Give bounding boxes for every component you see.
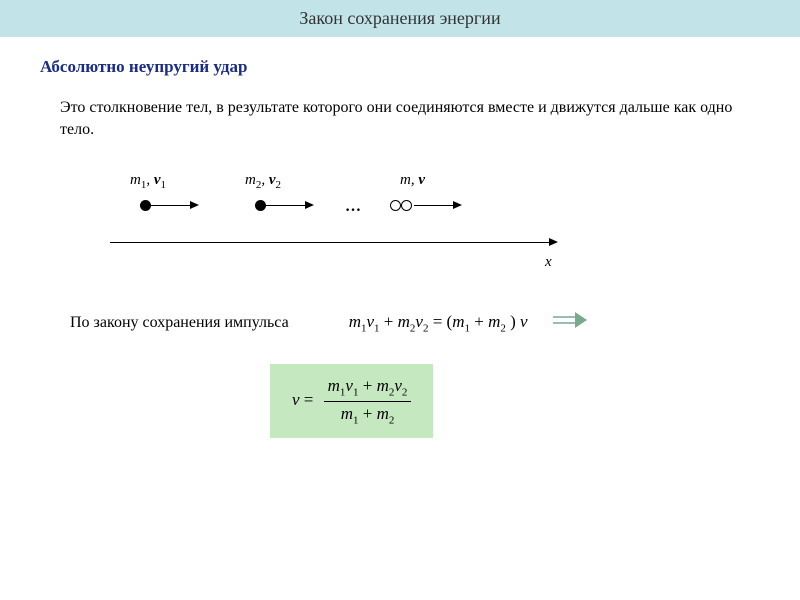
- ellipsis-icon: …: [345, 198, 361, 216]
- formula-denominator: m1 + m2: [324, 402, 412, 426]
- momentum-intro: По закону сохранения импульса: [70, 314, 289, 332]
- x-axis-line: [110, 242, 550, 243]
- description-text: Это столкновение тел, в результате котор…: [60, 97, 760, 142]
- arrow1-head: [190, 201, 199, 209]
- combined-mass-label: m, v: [400, 172, 425, 189]
- content-area: Абсолютно неупругий удар Это столкновени…: [0, 37, 800, 438]
- subtitle: Абсолютно неупругий удар: [40, 57, 760, 77]
- implies-arrow-icon: [553, 312, 587, 333]
- x-axis-arrowhead: [549, 238, 558, 246]
- momentum-row: По закону сохранения импульса m1v1 + m2v…: [70, 312, 760, 334]
- result-formula-box: v = m1v1 + m2v2 m1 + m2: [270, 364, 433, 438]
- mass2-label: m2, v2: [245, 172, 281, 191]
- formula-numerator: m1v1 + m2v2: [324, 376, 412, 401]
- header-bar: Закон сохранения энергии: [0, 0, 800, 37]
- x-axis-label: x: [545, 254, 552, 271]
- ball1-icon: [140, 200, 151, 211]
- ball2-icon: [255, 200, 266, 211]
- arrow1-line: [151, 205, 191, 207]
- arrow2-head: [305, 201, 314, 209]
- collision-diagram: m1, v1 m2, v2 … m, v x: [90, 172, 590, 282]
- combined-ball2-icon: [401, 200, 412, 211]
- formula-lhs: v: [292, 390, 300, 409]
- momentum-equation: m1v1 + m2v2 = (m1 + m2 ) v: [349, 312, 528, 334]
- arrow2-line: [266, 205, 306, 207]
- arrow3-line: [414, 205, 454, 207]
- arrow3-head: [453, 201, 462, 209]
- formula-fraction: m1v1 + m2v2 m1 + m2: [324, 376, 412, 426]
- combined-ball1-icon: [390, 200, 401, 211]
- mass1-label: m1, v1: [130, 172, 166, 191]
- page-title: Закон сохранения энергии: [299, 8, 500, 28]
